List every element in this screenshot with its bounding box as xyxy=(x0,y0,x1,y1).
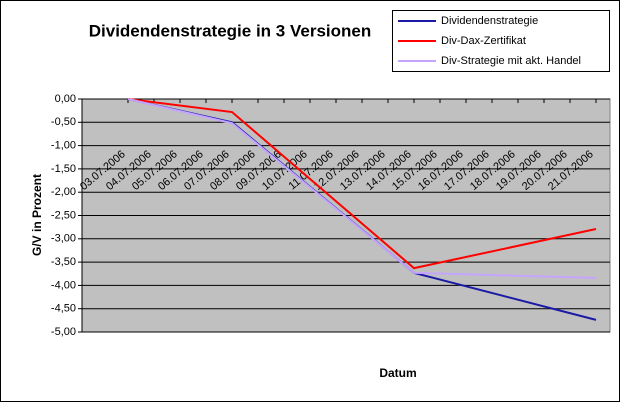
y-tick-label: -4,50 xyxy=(51,303,76,315)
y-tick-label: -1,50 xyxy=(51,163,76,175)
y-tick-label: -2,50 xyxy=(51,209,76,221)
series-line xyxy=(127,98,597,270)
legend-label: Div-Dax-Zertifikat xyxy=(441,35,526,47)
y-tick-label: -4,00 xyxy=(51,279,76,291)
y-tick-label: -5,00 xyxy=(51,326,76,338)
series-line xyxy=(127,98,597,279)
y-tick-label: -2,00 xyxy=(51,186,76,198)
legend: Dividendenstrategie Div-Dax-Zertifikat Div… xyxy=(392,10,610,72)
legend-label: Div-Strategie mit akt. Handel xyxy=(441,55,581,67)
y-tick-label: 0,00 xyxy=(55,93,76,105)
y-tick-label: -3,00 xyxy=(51,233,76,245)
y-axis-title: G/V in Prozent xyxy=(30,174,44,256)
y-tick-label: -0,50 xyxy=(51,116,76,128)
legend-label: Dividendenstrategie xyxy=(441,15,538,27)
chart-title: Dividendenstrategie in 3 Versionen xyxy=(89,21,371,40)
y-tick-label: -3,50 xyxy=(51,256,76,268)
y-tick-label: -1,00 xyxy=(51,140,76,152)
x-axis-title: Datum xyxy=(379,366,416,380)
